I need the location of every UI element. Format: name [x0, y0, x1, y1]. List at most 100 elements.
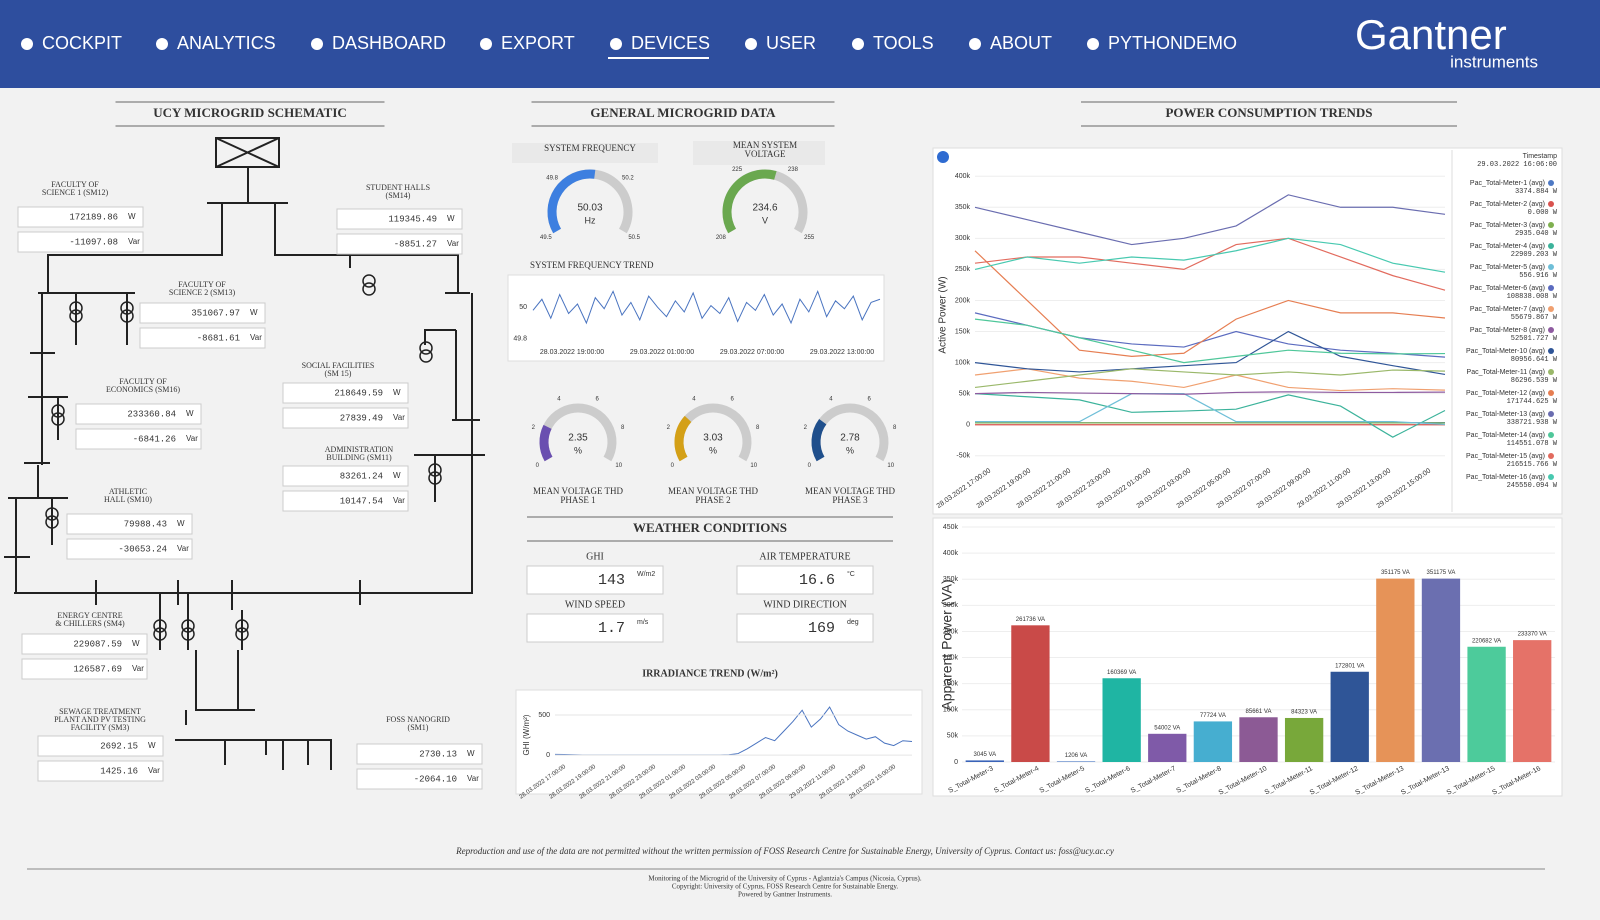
meter-unit: W — [447, 214, 455, 223]
gauge-tick: 2 — [532, 425, 536, 431]
footer-line: Powered by Gantner Instruments. — [738, 891, 832, 899]
meter-value: -6841.26 — [133, 434, 176, 444]
trend-line — [974, 194, 1446, 246]
meter-box — [282, 465, 409, 487]
transformer-symbol — [45, 515, 59, 529]
meter-box — [37, 735, 164, 757]
bar — [1513, 640, 1552, 762]
gauge-reading: 3.03 — [703, 433, 723, 444]
gauge-tick: 2 — [667, 425, 671, 431]
y-tick-label: 250k — [943, 628, 959, 635]
meter-label: SCIENCE 2 (SM13) — [169, 288, 236, 297]
freq-panel — [507, 274, 885, 362]
value-label: 261736 VA — [1016, 617, 1045, 623]
legend-swatch — [1548, 348, 1554, 354]
gauge-label: MEAN VOLTAGE THD — [805, 486, 896, 496]
meter-unit: W — [128, 212, 136, 221]
y-tick-label: 200k — [955, 297, 971, 304]
legend-name: Pac_Total-Meter-15 (avg) — [1466, 453, 1545, 460]
gauge-tick: 49.5 — [540, 235, 552, 241]
legend-value: 55679.867 W — [1511, 314, 1558, 322]
meter-value: 172189.86 — [69, 212, 118, 222]
value-label: 160369 VA — [1107, 670, 1136, 676]
legend-timestamp: 29.03.2022 16:06:00 — [1477, 161, 1557, 169]
legend-value: 171744.625 W — [1507, 398, 1558, 406]
nav-item[interactable]: TOOLS — [873, 33, 934, 53]
legend-name: Pac_Total-Meter-16 (avg) — [1466, 474, 1545, 481]
legend-swatch — [1548, 474, 1554, 480]
meter-box — [17, 206, 144, 228]
meter-value: 2692.15 — [100, 741, 138, 751]
gauge-tick: 255 — [804, 235, 815, 241]
legend-name: Pac_Total-Meter-4 (avg) — [1470, 243, 1545, 250]
gauge-value — [674, 415, 692, 462]
weather-value: 169 — [808, 620, 835, 637]
meter-unit: W — [250, 308, 258, 317]
trend-line — [974, 237, 1446, 291]
legend-name: Pac_Total-Meter-12 (avg) — [1466, 390, 1545, 397]
y-axis-label: Active Power (W) — [938, 276, 949, 353]
nav-item[interactable]: PYTHONDEMO — [1108, 33, 1237, 53]
trend-line — [974, 237, 1446, 273]
x-tick-label: 29.03.2022 07:00:00 — [720, 349, 784, 356]
nav-item[interactable]: USER — [766, 33, 816, 53]
section-title: POWER CONSUMPTION TRENDS — [1165, 105, 1372, 120]
gauge-reading: 50.03 — [577, 203, 602, 214]
trend-line — [974, 391, 1446, 395]
gauge-label: MEAN VOLTAGE THD — [533, 486, 624, 496]
meter-box — [139, 327, 266, 349]
nav-icon — [311, 38, 323, 50]
trend-line — [532, 289, 881, 325]
value-label: 172801 VA — [1335, 663, 1364, 669]
nav-icon — [969, 38, 981, 50]
gauge-unit: V — [762, 215, 768, 225]
bar — [1467, 646, 1506, 762]
meter-label: FACILITY (SM3) — [71, 723, 130, 732]
weather-label: WIND SPEED — [565, 599, 625, 610]
y-axis-label: Apparent Power (VA) — [939, 579, 955, 710]
meter-value: -2064.10 — [414, 774, 457, 784]
weather-unit: m/s — [637, 619, 649, 626]
nav-icon — [21, 38, 33, 50]
nav-item[interactable]: EXPORT — [501, 33, 575, 53]
gauge-header — [693, 141, 825, 165]
nav-item[interactable]: DEVICES — [631, 33, 710, 53]
logo: Gantner — [1355, 11, 1507, 58]
nav-item[interactable]: DASHBOARD — [332, 33, 446, 53]
legend-swatch — [1548, 327, 1554, 333]
section-title: WEATHER CONDITIONS — [633, 520, 787, 535]
meter-label: FACULTY OF — [51, 180, 99, 189]
gauge-label: VOLTAGE — [745, 149, 786, 159]
gauge-tick: 10 — [750, 463, 757, 469]
legend-swatch — [1548, 432, 1554, 438]
legend-swatch — [1548, 222, 1554, 228]
meter-value: 27839.49 — [340, 413, 383, 423]
bar — [1421, 578, 1461, 762]
legend-swatch — [1548, 369, 1554, 375]
meter-value: 83261.24 — [340, 471, 383, 481]
nav-item[interactable]: ANALYTICS — [177, 33, 276, 53]
nav-item[interactable]: COCKPIT — [42, 33, 122, 53]
nav-item[interactable]: ABOUT — [990, 33, 1052, 53]
gauge-reading: 2.78 — [840, 433, 860, 444]
meter-unit: W — [393, 471, 401, 480]
y-tick-label: 150k — [943, 681, 959, 688]
weather-value: 1.7 — [598, 620, 625, 637]
gauge-tick: 10 — [887, 463, 894, 469]
nav-icon — [480, 38, 492, 50]
transformer-symbol — [153, 619, 167, 633]
bar — [1376, 578, 1415, 762]
schematic-lines — [4, 137, 485, 770]
weather-unit: °C — [847, 570, 855, 578]
gauge-reading: 234.6 — [752, 203, 777, 214]
gauge-tick: 0 — [536, 463, 540, 469]
gauge-value — [811, 418, 827, 462]
meter-label: ADMINISTRATION — [325, 445, 394, 454]
meter-box — [21, 658, 148, 680]
meter-value: -8681.61 — [197, 333, 240, 343]
gauge-unit: % — [574, 445, 582, 455]
meter-label: SEWAGE TREATMENT — [59, 707, 141, 716]
y-tick-label: 50k — [959, 391, 971, 398]
value-label: 233370 VA — [1518, 632, 1547, 638]
meter-unit: W — [177, 519, 185, 528]
